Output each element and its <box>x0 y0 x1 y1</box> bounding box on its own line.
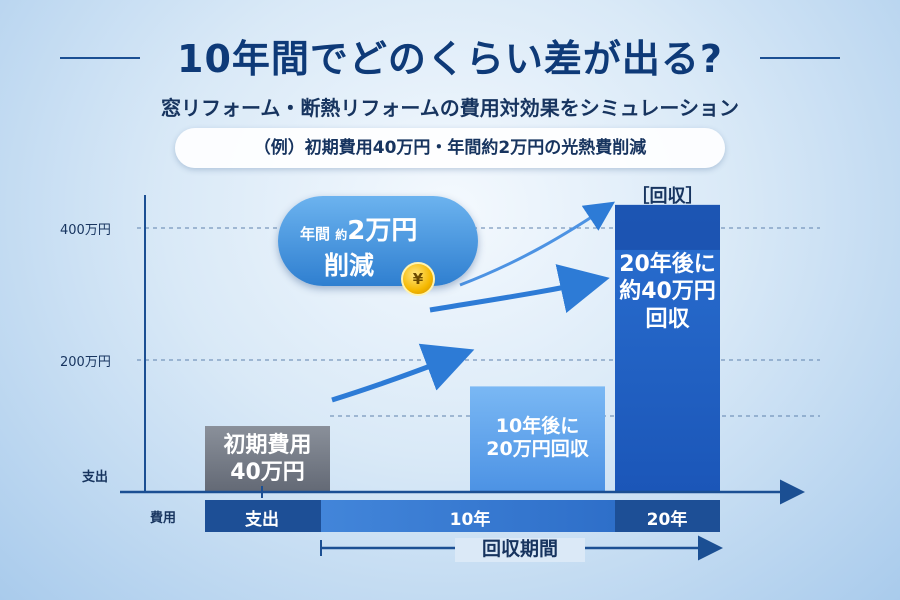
y-axis-bottom-label: 支出 <box>82 470 109 485</box>
x-row-label: 費用 <box>150 511 177 526</box>
x-category-label-0: 支出 <box>245 510 279 530</box>
savings-callout: 年間 約2万円 削減 <box>278 196 478 286</box>
trend-arrow-mid <box>429 264 610 313</box>
trend-arrow-upper <box>459 201 615 287</box>
title-left-rule <box>60 57 140 59</box>
x-category-label-2: 20年 <box>646 510 688 530</box>
category-band-start <box>205 500 321 532</box>
bar-label-line-1-0: 10年後に <box>495 414 580 437</box>
bar-1 <box>470 386 605 492</box>
bar-0 <box>205 426 330 492</box>
bar-label-1: 10年後に 20万円回収 <box>470 415 605 463</box>
bar-label-line-2-2: 回収 <box>645 306 690 332</box>
callout-prefix: 年間 <box>300 225 331 243</box>
title-right-rule <box>760 57 840 59</box>
trend-arrow-10yr <box>331 343 475 403</box>
bar-label-2: 20年後に 約40万円 回収 <box>615 251 720 334</box>
callout-action: 削減 <box>324 251 375 280</box>
bar-2 <box>615 204 720 492</box>
bar-label-line-2-0: 20年後に <box>619 251 716 277</box>
bar-cap-2 <box>615 204 720 250</box>
callout-about: 約 <box>335 228 348 242</box>
page-subtitle: 窓リフォーム・断熱リフォームの費用対効果をシミュレーション <box>161 96 739 120</box>
x-category-label-1: 10年 <box>449 510 491 530</box>
bar-label-line-2-1: 約40万円 <box>619 279 716 305</box>
callout-amount: 2万円 <box>347 216 418 246</box>
callout-line1: 年間 約2万円 <box>300 210 417 247</box>
bar-label-line-0-1: 40万円 <box>230 460 305 485</box>
y-tick-label-0: 200万円 <box>60 355 111 370</box>
bar-label-line-1-1: 20万円回収 <box>486 438 589 461</box>
yen-coin-icon: ¥ <box>401 262 435 296</box>
category-band-end <box>615 500 720 532</box>
example-note: （例）初期費用40万円・年間約2万円の光熱費削減 <box>175 128 725 168</box>
top-annotation: ［回収］ <box>631 186 704 207</box>
bar-label-0: 初期費用 40万円 <box>205 432 330 487</box>
bar-label-line-0-0: 初期費用 <box>223 432 312 458</box>
y-tick-label-1: 400万円 <box>60 223 111 238</box>
page-title: 10年間でどのくらい差が出る? <box>177 37 723 81</box>
title-area: 10年間でどのくらい差が出る? <box>0 26 900 86</box>
period-label: 回収期間 <box>455 538 585 562</box>
